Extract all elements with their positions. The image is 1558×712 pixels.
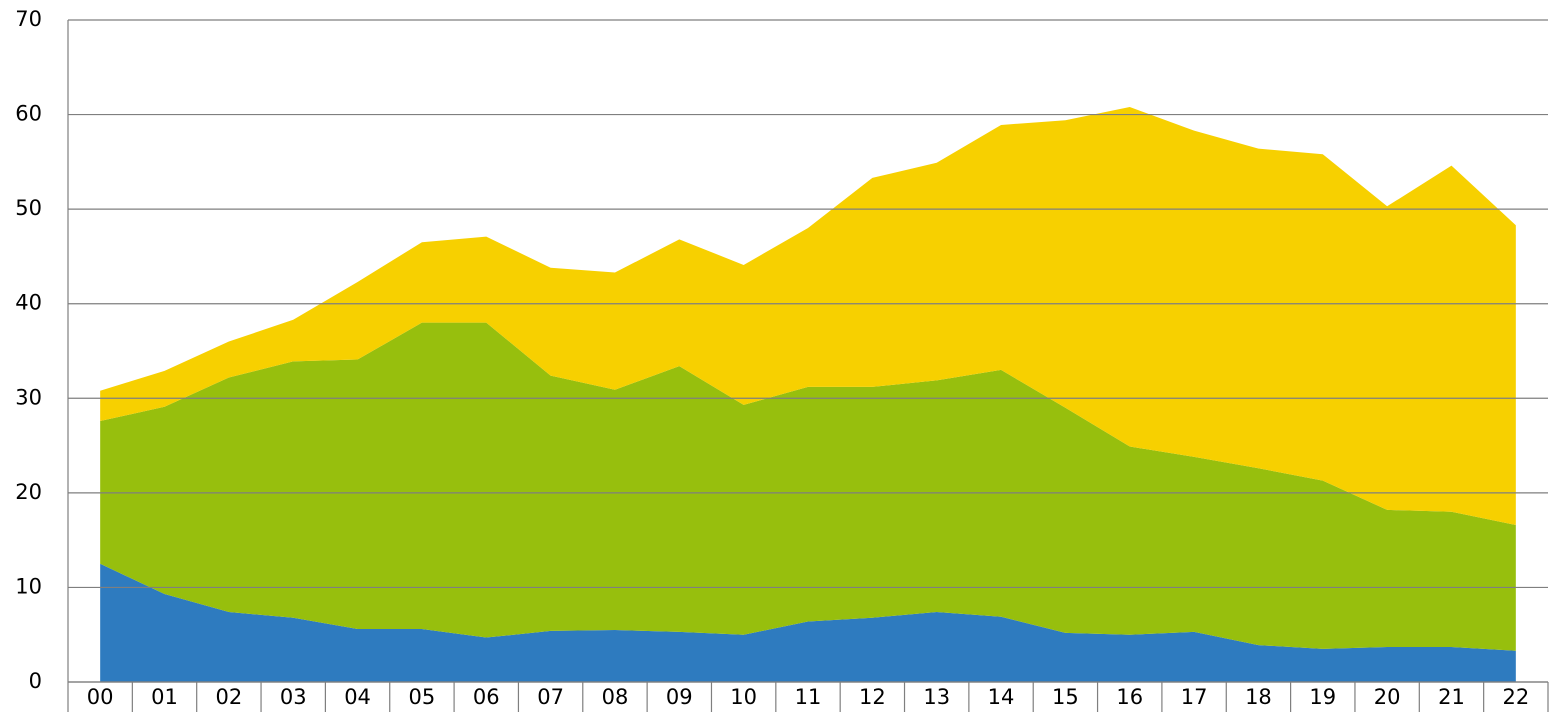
x-tick-label: 09 — [666, 685, 693, 709]
y-tick-label: 70 — [15, 7, 42, 31]
x-tick-label: 01 — [151, 685, 178, 709]
x-tick-label: 12 — [859, 685, 886, 709]
x-tick-label: 04 — [344, 685, 371, 709]
x-tick-label: 05 — [409, 685, 436, 709]
area — [100, 322, 1516, 651]
y-tick-label: 10 — [15, 574, 42, 598]
x-tick-label: 19 — [1309, 685, 1336, 709]
x-tick-label: 22 — [1502, 685, 1529, 709]
x-tick-label: 14 — [988, 685, 1015, 709]
y-tick-label: 20 — [15, 480, 42, 504]
x-tick-label: 16 — [1116, 685, 1143, 709]
x-tick-label: 18 — [1245, 685, 1272, 709]
x-tick-label: 07 — [537, 685, 564, 709]
area — [100, 563, 1516, 682]
x-tick-label: 11 — [795, 685, 822, 709]
x-tick-label: 13 — [923, 685, 950, 709]
y-tick-label: 50 — [15, 196, 42, 220]
x-tick-label: 08 — [602, 685, 629, 709]
area — [100, 107, 1516, 526]
x-tick-label: 10 — [730, 685, 757, 709]
y-tick-label: 60 — [15, 102, 42, 126]
y-tick-label: 30 — [15, 385, 42, 409]
x-tick-label: 15 — [1052, 685, 1079, 709]
x-tick-label: 21 — [1438, 685, 1465, 709]
x-tick-label: 02 — [216, 685, 243, 709]
x-tick-label: 06 — [473, 685, 500, 709]
x-tick-label: 00 — [87, 685, 114, 709]
x-tick-label: 17 — [1181, 685, 1208, 709]
x-tick-label: 03 — [280, 685, 307, 709]
y-tick-label: 40 — [15, 291, 42, 315]
x-tick-label: 20 — [1374, 685, 1401, 709]
y-tick-label: 0 — [29, 669, 42, 693]
